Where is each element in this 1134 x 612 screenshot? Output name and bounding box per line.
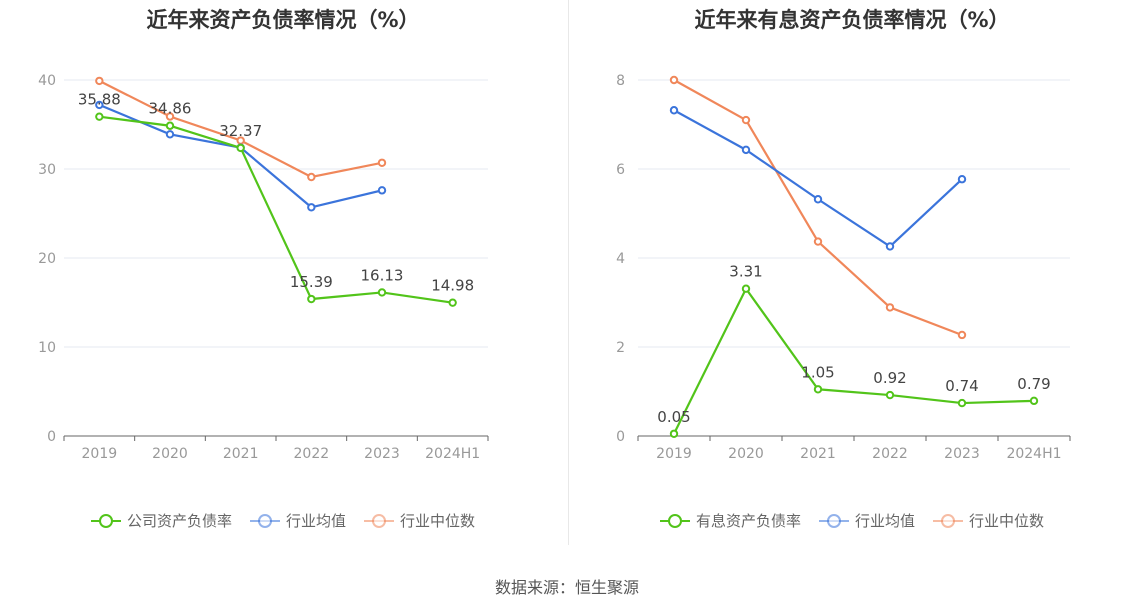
data-label: 1.05 [801,363,834,381]
y-tick-label: 6 [616,162,625,178]
legend-item[interactable]: 行业均值 [249,510,346,531]
data-point [307,203,316,212]
legend-label: 行业中位数 [400,512,476,530]
data-point [236,143,245,153]
data-point [813,237,823,246]
data-label: 3.31 [729,263,762,281]
series-line [98,103,383,209]
data-point [669,106,679,115]
data-point [95,100,104,110]
y-tick-label: 8 [616,73,625,89]
legend-marker-icon [659,513,690,528]
legend-label: 公司资产负债率 [126,512,232,530]
y-tick-label: 10 [38,340,56,356]
y-tick-label: 0 [616,429,625,445]
data-point [669,429,679,438]
legend-marker-icon [90,513,121,528]
y-tick-label: 0 [47,429,56,445]
data-label: 0.05 [657,408,690,426]
data-label: 16.13 [361,266,404,284]
series-line [673,286,1035,435]
y-tick-label: 40 [38,73,56,89]
x-tick-label: 2020 [152,446,188,462]
y-tick-label: 20 [38,251,56,267]
data-point [885,242,895,251]
data-point [669,75,679,85]
chart-title: 近年来资产负债率情况（%） [146,8,420,32]
data-point [813,385,823,394]
right-chart-panel: 近年来有息资产负债率情况（%） 0 2 4 6 8 2019 2020 2021 2022 202… [570,0,1134,560]
x-tick-label: 2024H1 [1006,446,1061,462]
data-point [448,298,457,307]
series-line [673,79,963,337]
legend-label: 有息资产负债率 [695,512,801,530]
data-point [957,175,967,184]
x-tick-label: 2022 [294,446,330,462]
data-point [165,121,175,130]
debt-ratio-chart: 0 10 20 30 40 2019 2020 2021 2022 2023 2024H1 35.88… [38,73,489,462]
data-point [1029,396,1039,406]
data-point [957,398,967,408]
data-point [741,115,751,125]
data-point [165,112,175,121]
data-point [741,145,751,155]
data-label: 34.86 [149,100,192,118]
x-tick-label: 2021 [223,446,259,462]
data-point [165,130,175,139]
legend-item[interactable]: 有息资产负债率 [659,510,801,531]
x-tick-label: 2024H1 [425,446,480,462]
left-chart-panel: 近年来资产负债率情况（%） 0 10 20 30 40 2019 2020 2021 2022 2… [0,0,566,560]
data-label: 15.39 [290,273,333,291]
x-tick-label: 2022 [872,446,908,462]
legend-item[interactable]: 行业均值 [818,510,915,531]
data-point [377,186,387,195]
data-point [95,112,104,121]
legend-item[interactable]: 行业中位数 [364,510,475,531]
y-tick-label: 30 [38,162,56,178]
x-tick-label: 2019 [82,446,118,462]
data-point [377,158,387,167]
x-tick-label: 2020 [728,446,764,462]
legend-label: 行业均值 [285,512,346,530]
y-tick-label: 2 [616,340,625,356]
legend-marker-icon [933,513,963,528]
x-tick-label: 2023 [944,446,980,462]
data-point [307,294,316,304]
data-point [377,288,387,297]
legend-item[interactable]: 行业中位数 [933,510,1044,531]
legend-marker-icon [818,513,849,528]
data-point [741,284,751,293]
legend-item[interactable]: 公司资产负债率 [90,510,232,531]
x-tick-label: 2023 [364,446,400,462]
series-line [673,109,963,248]
x-tick-label: 2019 [656,446,692,462]
chart-title: 近年来有息资产负债率情况（%） [694,8,1010,32]
data-point [957,330,967,340]
legend-label: 行业中位数 [969,512,1045,530]
legend-marker-icon [364,513,394,528]
data-label: 0.79 [1017,375,1050,393]
data-label: 32.37 [219,122,262,140]
chart-legend: 有息资产负债率 行业均值 行业中位数 [570,510,1134,531]
data-point [95,76,104,86]
chart-legend: 公司资产负债率 行业均值 行业中位数 [0,510,566,531]
panel-divider [568,0,569,545]
series-line [99,115,453,304]
data-point [885,390,895,400]
x-tick-label: 2021 [800,446,836,462]
data-point [307,172,316,182]
data-source-note: 数据来源：恒生聚源 [494,578,639,597]
data-point [885,303,895,312]
legend-marker-icon [249,513,280,528]
interest-bearing-debt-ratio-chart: 0 2 4 6 8 2019 2020 2021 2022 2023 2024H1 0.05 3.31 1… [616,73,1071,462]
data-point [813,195,823,204]
data-label: 35.88 [78,91,121,109]
data-label: 0.74 [945,377,978,395]
y-tick-label: 4 [616,251,625,267]
data-label: 14.98 [431,277,474,295]
data-label: 0.92 [873,369,906,387]
legend-label: 行业均值 [854,512,915,530]
